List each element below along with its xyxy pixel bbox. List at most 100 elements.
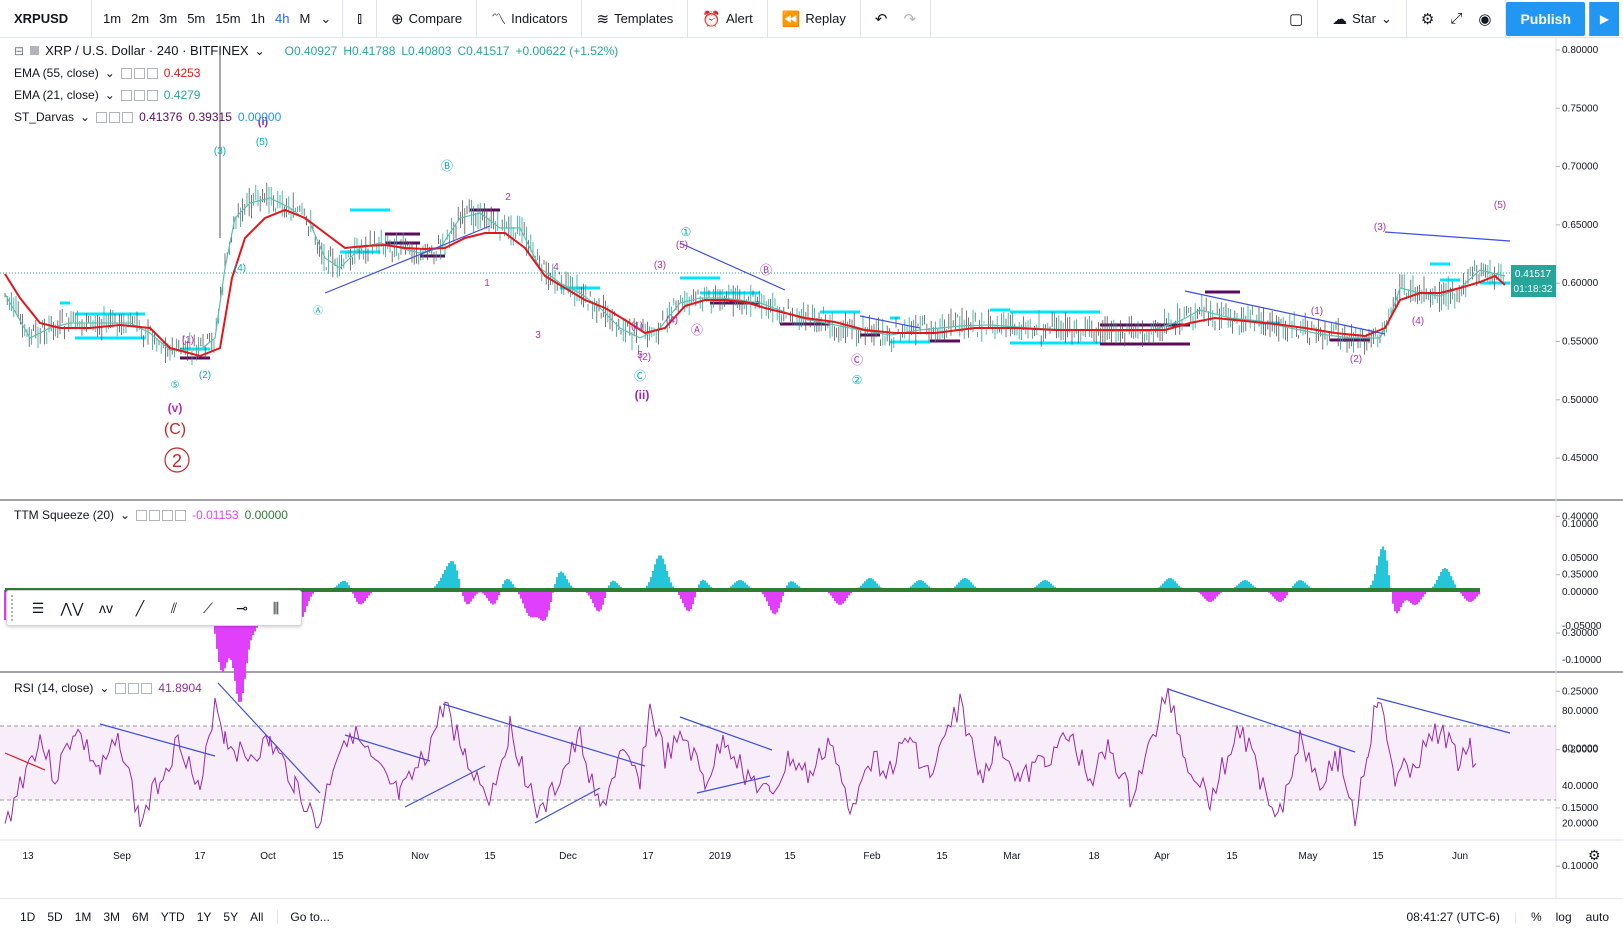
drawing-toolbar[interactable]: ☰ ⋀⋁ ᴧᴠ ╱ ⫽ ⟋ ⊸ ⫼	[6, 590, 302, 626]
publish-button[interactable]: Publish	[1506, 1, 1585, 36]
measure-icon[interactable]: ⫼	[272, 599, 280, 616]
parallel-channel-icon[interactable]: ⫽	[170, 599, 178, 616]
settings-gear-icon[interactable]: ⚙	[1420, 10, 1435, 28]
svg-text:Ⓐ: Ⓐ	[691, 323, 703, 337]
time-axis-label: 17	[194, 851, 206, 862]
candles-icon[interactable]: ⫾	[357, 10, 363, 27]
expand-icon[interactable]: ⤢	[1450, 10, 1463, 27]
time-axis-label: 13	[22, 851, 34, 862]
range-all[interactable]: All	[250, 910, 264, 924]
ttm-legend[interactable]: TTM Squeeze (20) ⌄ -0.01153 0.00000	[14, 508, 288, 522]
camera-icon[interactable]: ◉	[1478, 10, 1492, 28]
chevron-down-icon[interactable]: ⌄	[80, 110, 91, 124]
chevron-down-icon[interactable]: ⌄	[104, 66, 115, 80]
interval-5m[interactable]: 5m	[187, 11, 206, 26]
chevron-down-icon[interactable]: ⌄	[120, 508, 131, 522]
fib-retracement-icon[interactable]: ☰	[31, 599, 45, 616]
goto-button[interactable]: Go to...	[277, 910, 341, 924]
trend-line-icon[interactable]: ╱	[135, 599, 145, 616]
price-axis-label: 0.45000	[1562, 453, 1599, 464]
play-icon[interactable]: ▶	[1589, 1, 1619, 36]
svg-text:2: 2	[505, 192, 511, 203]
wave-labels: ⑤ (1) (2) (3) (4) (5) Ⓐ Ⓑ 1 2 3 4 5 (1) …	[171, 137, 1507, 391]
range-6m[interactable]: 6M	[132, 910, 149, 924]
interval-15m[interactable]: 15m	[215, 11, 241, 26]
svg-text:3: 3	[535, 330, 541, 341]
auto-toggle[interactable]: auto	[1585, 910, 1609, 924]
elliott-correction-icon[interactable]: ᴧᴠ	[99, 600, 113, 616]
alert-button[interactable]: ⏰ Alert	[702, 10, 753, 28]
svg-text:(3): (3)	[654, 260, 666, 271]
indicators-button[interactable]: 〽 Indicators	[483, 0, 575, 38]
range-5d[interactable]: 5D	[47, 910, 63, 924]
rsi-legend[interactable]: RSI (14, close) ⌄ 41.8904	[14, 681, 202, 695]
clock-timezone[interactable]: 08:41:27 (UTC-6)	[1406, 910, 1500, 924]
symbol-title[interactable]: XRP / U.S. Dollar · 240 · BITFINEX	[45, 43, 249, 58]
redo-icon[interactable]: ↷	[903, 10, 917, 28]
log-toggle[interactable]: log	[1555, 910, 1572, 924]
legend-action-icons[interactable]	[96, 111, 134, 123]
legend-action-icons[interactable]	[120, 67, 158, 79]
interval-3m[interactable]: 3m	[159, 11, 178, 26]
interval-M[interactable]: M	[299, 11, 311, 26]
ema21-legend[interactable]: EMA (21, close) ⌄ 0.4279	[14, 88, 201, 102]
time-axis[interactable]: 13 Sep 17 Oct 15 Nov 15 Dec 17 2019 15 Feb 15 Mar 18 Ap…	[22, 851, 1468, 862]
svg-text:(1): (1)	[1311, 306, 1323, 317]
time-axis-label: 15	[936, 851, 948, 862]
legend-action-icons[interactable]	[120, 89, 158, 101]
legend-action-icons[interactable]	[115, 682, 153, 694]
rsi-axis-label: 20.0000	[1562, 819, 1599, 830]
price-axis-label: 0.15000	[1562, 803, 1599, 814]
interval-2m[interactable]: 2m	[131, 11, 150, 26]
trendlines	[99, 225, 1511, 824]
chart-canvas[interactable]: ⑤ (1) (2) (3) (4) (5) Ⓐ Ⓑ 1 2 3 4 5 (1) …	[0, 38, 1623, 931]
interval-1m[interactable]: 1m	[103, 11, 122, 26]
interval-1h[interactable]: 1h	[250, 11, 266, 26]
range-1d[interactable]: 1D	[20, 910, 36, 924]
range-1m[interactable]: 1M	[74, 910, 92, 924]
ttm-axis-label: -0.05000	[1562, 621, 1602, 632]
price-axis[interactable]: 0.80000 0.75000 0.70000 0.65000 0.60000 0.550…	[1556, 45, 1599, 931]
darvas-legend[interactable]: ST_Darvas ⌄ 0.41376 0.39315 0.00000	[14, 110, 282, 124]
ema55-legend[interactable]: EMA (55, close) ⌄ 0.4253	[14, 66, 201, 80]
ema55-value: 0.4253	[163, 66, 201, 80]
ema21-value: 0.4279	[163, 88, 201, 102]
chevron-down-icon[interactable]: ⌄	[99, 681, 110, 695]
templates-button[interactable]: ≋ Templates	[596, 10, 674, 28]
interval-4h[interactable]: 4h	[275, 11, 290, 26]
rsi-axis[interactable]: 80.0000 60.0000 40.0000 20.0000	[1562, 706, 1599, 830]
alarm-icon: ⏰	[702, 10, 721, 28]
range-5y[interactable]: 5Y	[223, 910, 239, 924]
symbol-search[interactable]: XRPUSD	[0, 0, 92, 38]
ttm-axis-label: 0.05000	[1562, 553, 1599, 564]
price-axis-label: 0.80000	[1562, 45, 1599, 56]
interval-dropdown-icon[interactable]: ⌄	[320, 10, 332, 26]
range-1y[interactable]: 1Y	[196, 910, 212, 924]
drag-handle[interactable]	[11, 595, 17, 621]
svg-text:(1): (1)	[631, 321, 643, 332]
chevron-down-icon[interactable]: ⌄	[254, 43, 265, 58]
chart-area[interactable]: ⑤ (1) (2) (3) (4) (5) Ⓐ Ⓑ 1 2 3 4 5 (1) …	[0, 38, 1623, 931]
range-ytd[interactable]: YTD	[160, 910, 185, 924]
chevron-down-icon[interactable]: ⌄	[104, 88, 115, 102]
range-3m[interactable]: 3M	[103, 910, 121, 924]
ohlc-low: L0.40803	[401, 43, 452, 58]
main-legend: ⊟ XRP / U.S. Dollar · 240 · BITFINEX ⌄ O…	[14, 43, 618, 58]
elliott-impulse-icon[interactable]: ⋀⋁	[60, 599, 84, 616]
fullscreen-layout-icon[interactable]: ▢	[1288, 10, 1304, 28]
time-axis-label: 18	[1088, 851, 1100, 862]
ray-icon[interactable]: ⟋	[203, 599, 213, 616]
axis-settings-gear-icon[interactable]: ⚙	[1588, 847, 1601, 863]
svg-text:Ⓐ: Ⓐ	[313, 305, 323, 317]
undo-icon[interactable]: ↶	[874, 10, 888, 28]
compare-button[interactable]: ⊕ Compare	[391, 10, 463, 28]
wave-label-ii: (ii)	[635, 388, 650, 402]
collapse-legend-icon[interactable]: ⊟	[14, 43, 25, 58]
percent-toggle[interactable]: %	[1530, 910, 1542, 924]
legend-action-icons[interactable]	[136, 509, 187, 521]
ttm-axis[interactable]: 0.10000 0.05000 0.00000 -0.05000 -0.10000	[1562, 519, 1602, 666]
horizontal-line-icon[interactable]: ⊸	[236, 599, 248, 616]
price-axis-label: 0.50000	[1562, 395, 1599, 406]
star-layout-button[interactable]: ☁ Star ⌄	[1332, 10, 1392, 28]
replay-button[interactable]: ⏪ Replay	[781, 10, 846, 28]
